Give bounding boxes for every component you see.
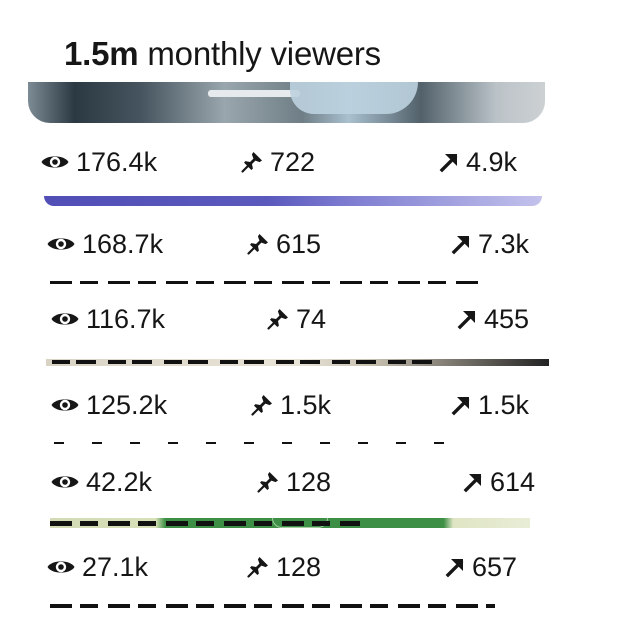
arrow-up-right-icon bbox=[450, 233, 472, 255]
saves-count: 74 bbox=[296, 304, 327, 334]
pin-icon bbox=[250, 393, 274, 417]
saves-stat: 722 bbox=[240, 142, 315, 182]
outbound-clicks-count: 7.3k bbox=[478, 229, 530, 259]
saves-count: 722 bbox=[270, 147, 316, 177]
image-detail bbox=[290, 82, 418, 114]
saves-count: 128 bbox=[276, 552, 322, 582]
outbound-clicks-stat: 4.9k bbox=[438, 142, 517, 182]
saves-stat: 128 bbox=[256, 462, 331, 502]
eye-icon bbox=[50, 396, 80, 414]
monthly-viewers-count: 1.5m bbox=[64, 35, 139, 72]
image-detail bbox=[498, 82, 545, 123]
eye-icon bbox=[50, 473, 80, 491]
eye-icon bbox=[46, 235, 76, 253]
saves-count: 1.5k bbox=[280, 390, 332, 420]
views-count: 168.7k bbox=[82, 229, 164, 259]
clipped-pin-title bbox=[52, 360, 432, 364]
views-stat: 27.1k bbox=[46, 547, 148, 587]
pin-image-thumbnail[interactable] bbox=[44, 196, 542, 206]
arrow-up-right-icon bbox=[450, 394, 472, 416]
eye-icon bbox=[50, 310, 80, 328]
views-count: 125.2k bbox=[86, 390, 168, 420]
pin-icon bbox=[240, 150, 264, 174]
clipped-pin-title bbox=[54, 442, 464, 444]
pin-icon bbox=[246, 555, 270, 579]
views-stat: 168.7k bbox=[46, 224, 163, 264]
clipped-pin-title bbox=[50, 604, 495, 608]
outbound-clicks-count: 455 bbox=[484, 304, 530, 334]
views-stat: 176.4k bbox=[40, 142, 157, 182]
views-count: 27.1k bbox=[82, 552, 149, 582]
pin-icon bbox=[246, 232, 270, 256]
saves-stat: 74 bbox=[266, 299, 326, 339]
outbound-clicks-stat: 657 bbox=[444, 547, 517, 587]
saves-stat: 1.5k bbox=[250, 385, 331, 425]
pin-icon bbox=[266, 307, 290, 331]
arrow-up-right-icon bbox=[444, 556, 466, 578]
views-count: 42.2k bbox=[86, 467, 153, 497]
clipped-pin-title bbox=[50, 521, 360, 526]
outbound-clicks-stat: 1.5k bbox=[450, 385, 529, 425]
clipped-pin-title bbox=[50, 281, 480, 284]
outbound-clicks-stat: 7.3k bbox=[450, 224, 529, 264]
pin-icon bbox=[256, 470, 280, 494]
outbound-clicks-count: 657 bbox=[472, 552, 518, 582]
image-detail bbox=[208, 90, 300, 97]
monthly-viewers-label: monthly viewers bbox=[147, 35, 381, 72]
outbound-clicks-count: 1.5k bbox=[478, 390, 530, 420]
saves-stat: 128 bbox=[246, 547, 321, 587]
arrow-up-right-icon bbox=[462, 471, 484, 493]
arrow-up-right-icon bbox=[456, 308, 478, 330]
views-stat: 125.2k bbox=[50, 385, 167, 425]
eye-icon bbox=[46, 558, 76, 576]
views-count: 176.4k bbox=[76, 147, 158, 177]
pin-image-thumbnail[interactable] bbox=[28, 82, 545, 123]
saves-stat: 615 bbox=[246, 224, 321, 264]
views-stat: 116.7k bbox=[50, 299, 165, 339]
views-count: 116.7k bbox=[86, 304, 166, 334]
outbound-clicks-count: 4.9k bbox=[466, 147, 518, 177]
outbound-clicks-stat: 455 bbox=[456, 299, 529, 339]
outbound-clicks-stat: 614 bbox=[462, 462, 535, 502]
arrow-up-right-icon bbox=[438, 151, 460, 173]
saves-count: 615 bbox=[276, 229, 322, 259]
outbound-clicks-count: 614 bbox=[490, 467, 536, 497]
views-stat: 42.2k bbox=[50, 462, 152, 502]
saves-count: 128 bbox=[286, 467, 332, 497]
eye-icon bbox=[40, 153, 70, 171]
monthly-viewers-heading: 1.5m monthly viewers bbox=[64, 32, 381, 76]
